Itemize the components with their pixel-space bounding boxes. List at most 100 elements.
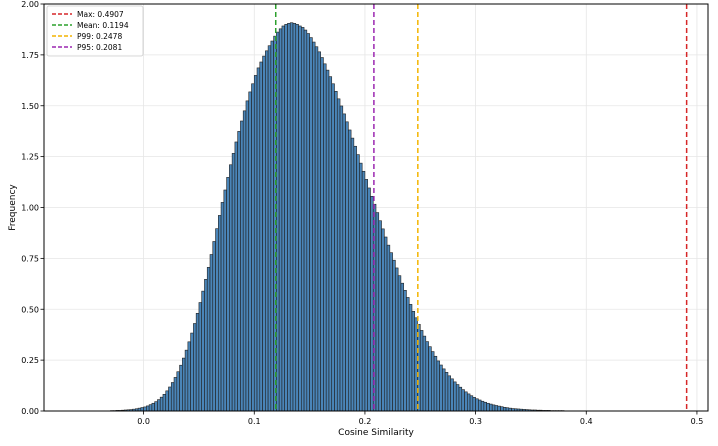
histogram-bar <box>356 154 360 412</box>
histogram-bar <box>489 403 493 412</box>
histogram-bar <box>466 393 471 412</box>
histogram-bar <box>231 153 236 412</box>
x-tick-label: 0.0 <box>137 417 150 426</box>
histogram-bar <box>173 377 178 412</box>
histogram-bar <box>259 61 263 412</box>
histogram-bar <box>361 170 366 412</box>
histogram-bar <box>447 375 451 412</box>
histogram-bar <box>248 91 252 412</box>
x-tick-label: 0.2 <box>359 417 372 426</box>
histogram-bar <box>289 22 294 412</box>
histogram-bar <box>292 23 297 412</box>
histogram-bar <box>265 50 269 412</box>
histogram-bar <box>140 407 144 412</box>
histogram-bar <box>154 401 158 412</box>
histogram-bar <box>406 297 410 412</box>
histogram-bar <box>237 131 241 412</box>
histogram-bar <box>372 203 377 412</box>
histogram-bar <box>262 55 266 412</box>
x-tick-label: 0.5 <box>691 417 704 426</box>
reference-lines <box>274 4 688 411</box>
histogram-bar <box>195 313 200 412</box>
histogram-bar <box>397 275 402 412</box>
y-tick-label: 1.25 <box>21 153 39 162</box>
histogram-bar <box>159 396 164 412</box>
histogram-bar <box>348 129 352 412</box>
histogram-bar <box>453 381 457 412</box>
histogram-bar <box>367 187 371 412</box>
y-tick-label: 1.00 <box>21 204 39 213</box>
histogram-bar <box>364 179 368 412</box>
histogram-bar <box>267 45 272 412</box>
histogram-bar <box>486 402 490 412</box>
histogram-bar <box>483 401 487 412</box>
histogram-bar <box>325 69 330 412</box>
histogram-bar <box>386 244 391 412</box>
x-axis-ticks: 0.0 0.1 0.2 0.3 0.4 0.5 <box>137 411 703 426</box>
histogram-bar <box>312 41 316 412</box>
histogram-bar <box>502 407 507 412</box>
histogram-bar <box>209 254 214 412</box>
histogram-bar <box>455 384 460 412</box>
histogram-bar <box>411 310 416 412</box>
histogram-bar <box>309 37 313 412</box>
histogram-bar <box>253 75 258 412</box>
histogram-bar <box>245 100 250 412</box>
histogram-bar <box>284 24 288 412</box>
histogram-bar <box>317 51 321 412</box>
histogram-bar <box>383 236 388 412</box>
histogram-bar <box>146 405 150 412</box>
y-tick-label: 0.75 <box>21 254 39 263</box>
histogram-bar <box>303 29 308 412</box>
histogram-bar <box>212 241 216 412</box>
histogram-bar <box>306 33 310 412</box>
histogram-bar <box>179 364 183 412</box>
histogram-bar <box>162 394 167 412</box>
histogram-bar <box>240 120 244 412</box>
histogram-bar <box>168 386 172 412</box>
y-axis-ticks: 0.00 0.25 0.50 0.75 1.00 1.25 1.50 1.75 2.00 <box>21 0 44 416</box>
histogram-bar <box>403 290 407 412</box>
y-tick-label: 1.50 <box>21 102 39 111</box>
histogram-bar <box>433 355 438 412</box>
histogram-bar <box>143 406 147 412</box>
histogram-bar <box>157 399 161 412</box>
histogram-bar <box>472 397 476 412</box>
histogram-bar <box>328 76 333 412</box>
histogram-bar <box>353 145 357 412</box>
histogram-bar <box>270 40 274 412</box>
histogram-bar <box>469 395 474 412</box>
histogram-bar <box>323 63 327 412</box>
legend-entry: Max: 0.4907 <box>77 10 124 19</box>
histogram-bar <box>218 215 222 412</box>
y-tick-label: 0.00 <box>21 407 39 416</box>
x-axis-label: Cosine Similarity <box>338 428 414 438</box>
histogram-bar <box>395 267 399 412</box>
histogram-bar <box>450 378 454 412</box>
histogram-bar <box>392 259 396 412</box>
y-axis-label: Frequency <box>8 184 18 231</box>
histogram-bar <box>281 25 285 412</box>
histogram-bar <box>370 196 374 412</box>
histogram-bar <box>187 341 191 412</box>
y-tick-label: 0.50 <box>21 305 39 314</box>
histogram-bar <box>278 28 283 412</box>
histogram-bar <box>422 335 427 412</box>
histogram-bar <box>226 177 230 412</box>
histogram-bar <box>494 405 499 412</box>
histogram-bar <box>425 341 429 412</box>
histogram-bar <box>419 330 424 412</box>
grid <box>44 3 708 412</box>
histogram-bar <box>165 390 169 412</box>
histogram-bar <box>339 105 344 412</box>
histogram-bar <box>234 141 238 412</box>
histogram-bar <box>458 386 463 412</box>
histogram-bar <box>381 228 385 412</box>
histogram-bar <box>475 398 479 412</box>
y-tick-label: 0.25 <box>21 356 39 365</box>
histogram-bar <box>500 406 504 412</box>
histogram-bar <box>491 404 496 412</box>
histogram-bar <box>206 267 211 412</box>
x-tick-label: 0.4 <box>580 417 593 426</box>
